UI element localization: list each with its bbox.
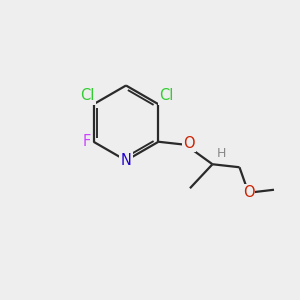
- Text: H: H: [217, 147, 226, 160]
- Text: N: N: [121, 153, 131, 168]
- Text: F: F: [83, 134, 91, 149]
- Text: O: O: [184, 136, 195, 151]
- Text: Cl: Cl: [159, 88, 173, 103]
- Text: O: O: [243, 185, 254, 200]
- Text: Cl: Cl: [80, 88, 95, 103]
